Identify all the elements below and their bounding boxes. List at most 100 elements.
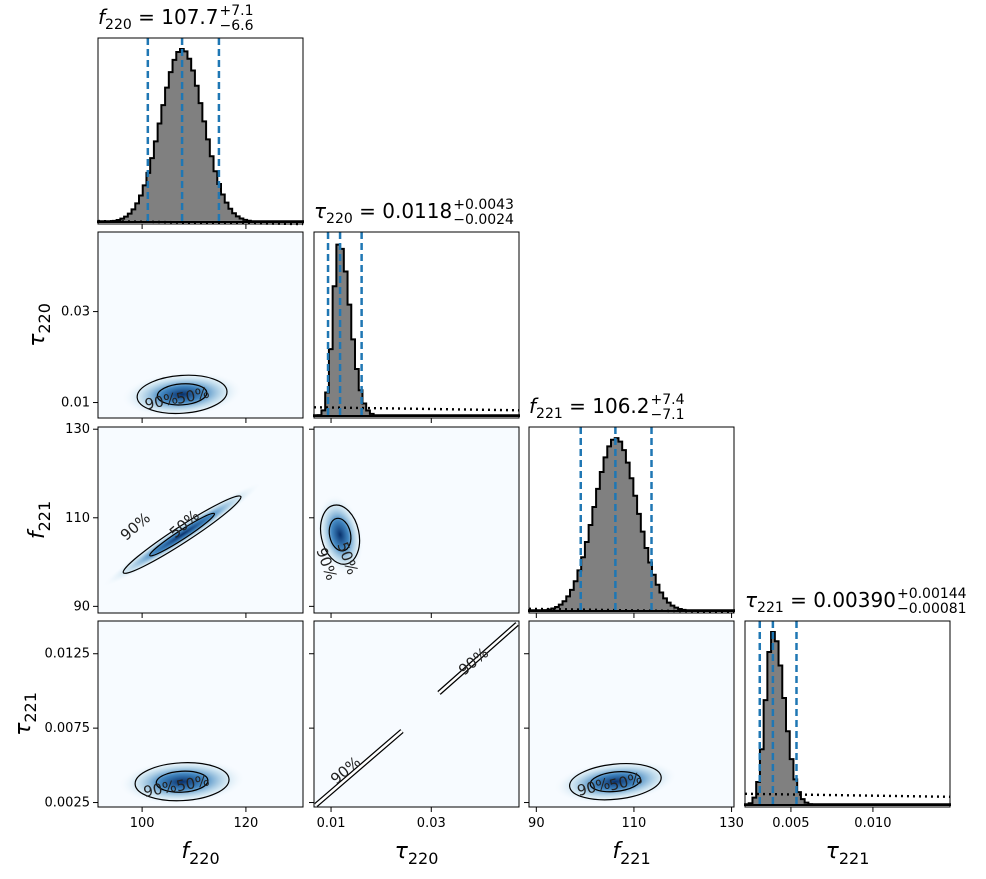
y-axis-label-f221: f221: [25, 501, 54, 539]
title-minus-error: −0.00081: [897, 601, 967, 617]
axis-symbol: f: [612, 839, 623, 864]
panel-frame: [97, 426, 304, 614]
axis-subscript: 220: [189, 849, 220, 868]
x-tick-label: 90: [528, 816, 545, 831]
histogram: [744, 631, 951, 806]
histogram: [313, 243, 520, 417]
contour-90: [319, 504, 361, 565]
y-tick-label: 110: [65, 511, 90, 526]
contour-50: [155, 770, 209, 793]
x-tick-label: 130: [719, 816, 744, 831]
title-symbol: τ: [745, 588, 758, 612]
panel-tau221-tau221: 0.005 0.010: [744, 620, 951, 831]
axis-symbol: τ: [826, 839, 840, 864]
y-tick-label: 0.01: [61, 396, 90, 411]
panel-frame: [313, 426, 520, 614]
axis-subscript: 220: [408, 849, 439, 868]
title-value: = 0.00390: [784, 588, 896, 612]
contour-90: [134, 762, 230, 802]
panel-frame: [528, 620, 735, 808]
title-minus-error: −0.0024: [453, 212, 514, 228]
y-tick-label: 0.0125: [45, 647, 91, 662]
panel-frame: [528, 426, 735, 614]
x-axis-label-f221: f221: [612, 839, 650, 868]
axis-symbol: τ: [395, 839, 409, 864]
title-symbol: f: [529, 394, 539, 418]
title-value: = 106.2: [563, 394, 650, 418]
axis-symbol: f: [181, 839, 192, 864]
density-map: [118, 759, 246, 805]
contour-90-lower-inner: [315, 730, 403, 806]
panel-tau220-tau220: [313, 231, 520, 423]
title-subscript: 221: [757, 600, 784, 616]
x-tick-label: 120: [233, 816, 258, 831]
panel-frame: [97, 620, 304, 808]
panel-f221-f221: [528, 426, 735, 618]
title-tau220: τ220 = 0.0118: [314, 199, 452, 227]
axis-symbol: τ: [11, 722, 36, 736]
panel-f220-f220: [97, 37, 304, 229]
y-tick-label: 130: [65, 422, 90, 437]
contour-90: [136, 374, 228, 415]
axis-subscript: 221: [620, 849, 651, 868]
axis-subscript: 220: [35, 303, 54, 334]
title-symbol: τ: [314, 199, 327, 223]
y-tick-label: 90: [73, 599, 90, 614]
x-tick-label: 100: [130, 816, 155, 831]
panel-f221-tau221: 90%50%90 110 130: [524, 620, 744, 831]
y-tick-label: 0.03: [61, 305, 90, 320]
y-axis-label-tau220: τ220: [25, 303, 54, 347]
y-tick-label: 0.0025: [45, 796, 91, 811]
histogram: [97, 48, 304, 223]
panel-tau220-f221: 90%50%: [309, 426, 520, 618]
title-minus-error: −7.1: [651, 407, 685, 423]
x-axis-label-f220: f220: [181, 839, 219, 868]
axis-subscript: 221: [839, 849, 870, 868]
panel-frame: [97, 231, 304, 419]
title-subscript: 220: [105, 17, 132, 33]
x-tick-label: 0.03: [417, 816, 446, 831]
y-axis-label-tau221: τ221: [11, 692, 40, 736]
title-subscript: 221: [536, 406, 563, 422]
title-minus-error: −6.6: [220, 18, 254, 34]
title-subscript: 220: [326, 211, 353, 227]
x-axis-label-tau221: τ221: [826, 839, 870, 868]
title-f221: f221 = 106.2: [529, 394, 650, 422]
prior-line: [528, 607, 735, 614]
panel-frame: [744, 620, 951, 808]
axis-subscript: 221: [21, 692, 40, 723]
panel-frame: [313, 231, 520, 419]
axis-symbol: f: [25, 528, 50, 539]
histogram: [528, 437, 735, 612]
title-plus-error: +7.4: [651, 392, 685, 408]
density-map: [121, 371, 243, 418]
axis-symbol: τ: [25, 333, 50, 347]
x-tick-label: 0.005: [772, 816, 809, 831]
contour-90: [122, 495, 242, 574]
prior-line: [744, 792, 951, 798]
x-axis-label-tau220: τ220: [395, 839, 439, 868]
title-plus-error: +0.0043: [453, 197, 514, 213]
x-tick-label: 0.01: [317, 816, 346, 831]
contour-50: [589, 771, 642, 793]
contour-50: [156, 383, 208, 406]
x-tick-label: 0.010: [854, 816, 891, 831]
contour-50: [149, 512, 216, 557]
panel-tau220-tau221: 90%90%0.01 0.03: [309, 620, 520, 831]
axis-subscript: 221: [35, 501, 54, 532]
y-tick-label: 0.0075: [45, 721, 91, 736]
title-value: = 0.0118: [353, 199, 452, 223]
title-tau221: τ221 = 0.00390: [745, 588, 896, 616]
density-map: [102, 482, 262, 587]
panel-f220-tau220: 90%50%0.010.03: [61, 231, 304, 423]
title-f220: f220 = 107.7: [98, 5, 219, 33]
contour-90: [569, 762, 662, 801]
prior-line: [313, 406, 520, 412]
panel-frame: [97, 37, 304, 225]
title-value: = 107.7: [132, 5, 219, 29]
prior-line: [97, 219, 304, 226]
contour-90-upper-inner: [438, 623, 518, 694]
